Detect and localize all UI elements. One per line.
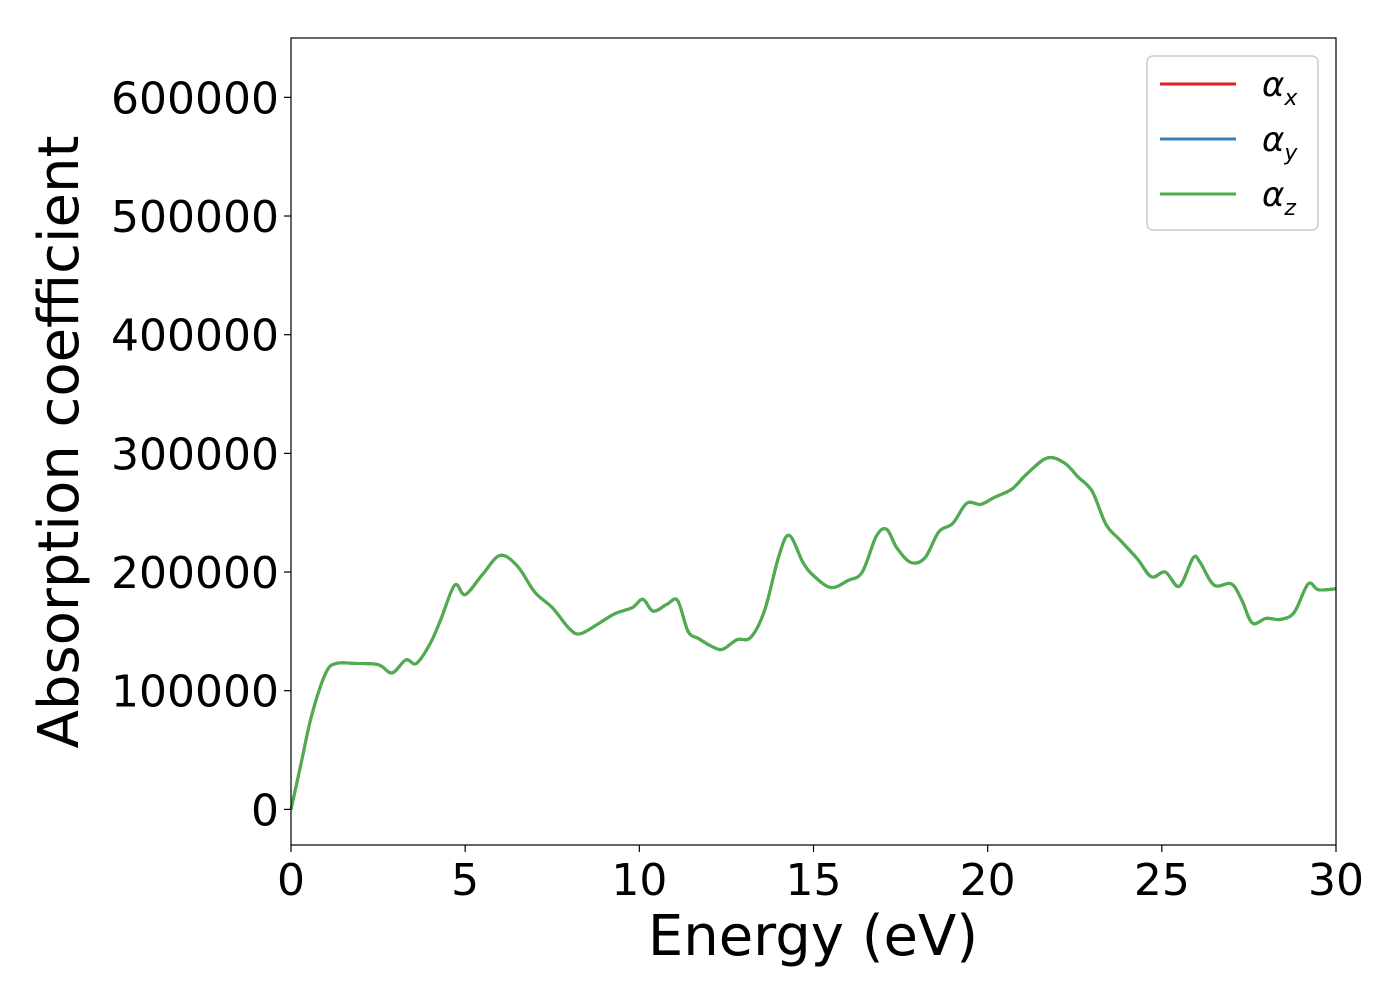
x-tick-label: 10 [611, 855, 667, 906]
x-tick-label: 25 [1134, 855, 1190, 906]
series-line-alpha-z [289, 456, 1337, 810]
x-tick-label: 0 [277, 855, 305, 906]
legend-label-alpha-y: αy [1262, 120, 1298, 166]
y-tick-label: 500000 [111, 192, 279, 243]
legend-symbol: α [1262, 120, 1284, 160]
y-tick-label: 200000 [111, 548, 279, 599]
y-tick-label: 0 [251, 785, 279, 836]
x-tick-label: 20 [960, 855, 1016, 906]
legend-box [1146, 55, 1319, 231]
y-axis-ticks: 0 100000 200000 300000 400000 500000 600000 [111, 73, 291, 836]
legend-symbol: α [1262, 65, 1284, 105]
y-axis-label: Absorption coefficient [27, 136, 92, 749]
x-tick-label: 30 [1308, 855, 1364, 906]
legend-subscript: z [1283, 196, 1296, 221]
y-tick-label: 100000 [111, 667, 279, 718]
legend-symbol: α [1262, 175, 1284, 215]
x-tick-label: 5 [451, 855, 479, 906]
plot-frame [290, 37, 1337, 846]
legend-label-alpha-x: αx [1262, 65, 1298, 111]
x-axis-ticks: 0 5 10 15 20 25 30 [277, 845, 1364, 906]
x-tick-label: 15 [786, 855, 842, 906]
y-tick-label: 600000 [111, 73, 279, 124]
legend-subscript: y [1283, 141, 1298, 166]
y-tick-label: 300000 [111, 429, 279, 480]
legend-label-alpha-z: αz [1262, 175, 1296, 221]
legend-subscript: x [1283, 86, 1298, 111]
series-group [289, 456, 1337, 810]
y-tick-label: 400000 [111, 311, 279, 362]
x-axis-label: Energy (eV) [648, 904, 978, 969]
